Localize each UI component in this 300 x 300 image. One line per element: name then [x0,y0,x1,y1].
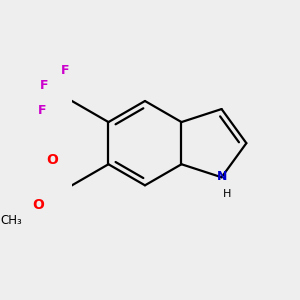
Text: O: O [46,153,58,167]
Text: H: H [223,189,231,199]
Text: N: N [216,169,227,183]
Text: F: F [61,64,70,77]
Text: CH₃: CH₃ [0,214,22,227]
Text: F: F [38,104,47,117]
Text: F: F [40,79,49,92]
Text: O: O [32,198,44,212]
